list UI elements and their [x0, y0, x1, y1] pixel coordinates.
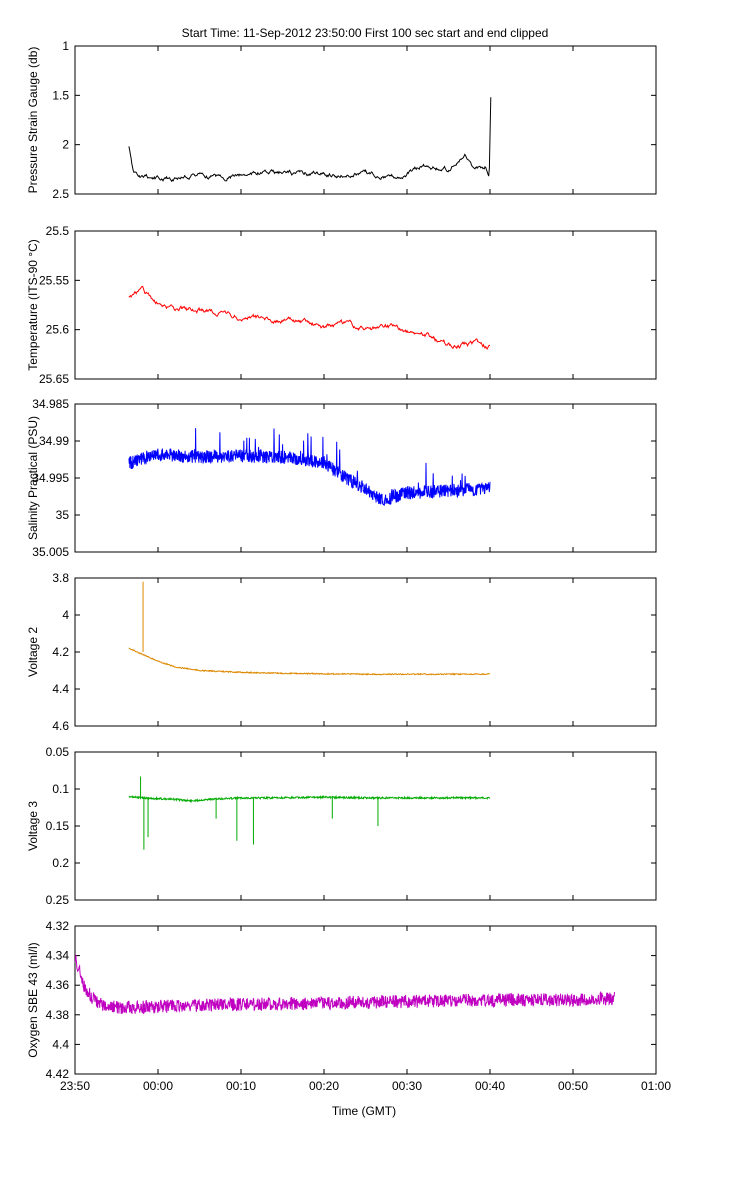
y-tick-label: 3.8 [52, 571, 69, 585]
x-tick-label: 00:10 [226, 1079, 256, 1093]
series-line [128, 794, 491, 804]
plot-frame [74, 577, 657, 727]
y-axis-label: Salinity Practical (PSU) [26, 416, 40, 540]
y-tick-label: 0.1 [52, 782, 69, 796]
y-tick-label: 4.4 [52, 1037, 69, 1051]
x-axis-ticks: 23:50 00:00 00:10 00:20 00:30 00:40 00:50 01:00 [60, 1079, 671, 1093]
y-tick-label: 4.34 [46, 949, 70, 963]
y-tick-label: 4.4 [52, 682, 69, 696]
x-axis-label: Time (GMT) [332, 1104, 396, 1118]
y-tick-label: 25.55 [39, 273, 69, 287]
figure-title: Start Time: 11-Sep-2012 23:50:00 First 1… [182, 26, 549, 40]
chart-panel-1: 1 1.5 2 2.5 Pressure Strain Gauge (db) [26, 39, 657, 201]
y-tick-label: 25.5 [46, 224, 70, 238]
chart-panel-4: 3.8 4 4.2 4.4 4.6 Voltage 2 [26, 571, 657, 733]
plot-frame [74, 751, 657, 901]
y-tick-label: 4.42 [46, 1067, 70, 1081]
y-axis-label: Voltage 3 [26, 801, 40, 851]
y-tick-label: 1.5 [52, 88, 69, 102]
x-tick-label: 00:20 [309, 1079, 339, 1093]
y-tick-label: 0.2 [52, 856, 69, 870]
chart-panel-3: 34.985 34.99 34.995 35 35.005 Salinity Practi… [26, 397, 657, 559]
y-tick-label: 0.05 [46, 745, 70, 759]
x-tick-label: 23:50 [60, 1079, 90, 1093]
x-tick-label: 01:00 [641, 1079, 671, 1093]
y-tick-label: 0.25 [46, 893, 70, 907]
y-tick-label: 4.6 [52, 719, 69, 733]
plot-frame [74, 45, 657, 195]
series-line [128, 97, 492, 183]
y-tick-label: 4.36 [46, 978, 70, 992]
y-axis-label: Voltage 2 [26, 627, 40, 677]
y-tick-label: 34.99 [39, 434, 69, 448]
x-tick-label: 00:40 [475, 1079, 505, 1093]
y-axis-label: Oxygen SBE 43 (ml/l) [26, 942, 40, 1057]
y-tick-label: 2 [62, 138, 69, 152]
x-tick-label: 00:00 [143, 1079, 173, 1093]
x-tick-label: 00:50 [558, 1079, 588, 1093]
y-tick-label: 25.65 [39, 372, 69, 386]
y-tick-label: 25.6 [46, 323, 70, 337]
y-tick-label: 4.38 [46, 1008, 70, 1022]
x-tick-label: 00:30 [392, 1079, 422, 1093]
y-tick-label: 4 [62, 608, 69, 622]
y-tick-label: 4.32 [46, 919, 70, 933]
series-line [128, 428, 491, 506]
chart-panel-6: 4.32 4.34 4.36 4.38 4.4 4.42 Oxygen SBE 43 (ml… [26, 919, 657, 1081]
y-tick-label: 1 [62, 39, 69, 53]
y-tick-label: 0.15 [46, 819, 70, 833]
plot-frame [74, 403, 657, 553]
y-axis-label: Temperature (ITS-90 °C) [26, 239, 40, 371]
y-axis-label: Pressure Strain Gauge (db) [26, 47, 40, 194]
series-line [128, 285, 491, 350]
y-tick-label: 34.985 [32, 397, 69, 411]
y-tick-label: 34.995 [32, 471, 69, 485]
y-tick-label: 2.5 [52, 187, 69, 201]
y-tick-label: 4.2 [52, 645, 69, 659]
y-tick-label: 35 [56, 508, 70, 522]
chart-panel-5: 0.05 0.1 0.15 0.2 0.25 Voltage 3 [26, 745, 657, 907]
plot-frame [74, 230, 657, 380]
series-line [128, 647, 491, 676]
y-tick-label: 35.005 [32, 545, 69, 559]
plot-frame [74, 925, 657, 1075]
series-line [74, 954, 615, 1015]
